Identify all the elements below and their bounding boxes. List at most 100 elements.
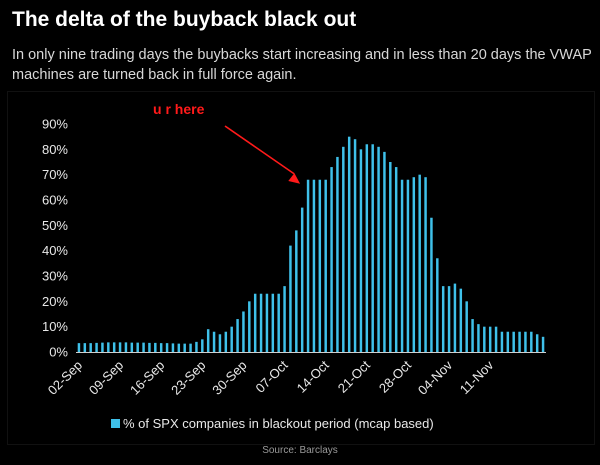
bar: [441, 286, 445, 352]
bar: [371, 144, 374, 352]
bar: [195, 341, 198, 352]
x-tick-label: 04-Nov: [415, 357, 456, 398]
bar: [541, 336, 545, 352]
y-tick-label: 30%: [42, 269, 68, 284]
bar: [506, 331, 510, 352]
bar: [177, 343, 181, 352]
y-tick-label: 50%: [42, 218, 68, 233]
y-tick-label: 70%: [42, 167, 68, 182]
bar: [377, 146, 380, 352]
bar: [130, 342, 134, 352]
blackout-bar-chart: 0% 10% 20% 30% 40% 50% 60% 70% 80% 90% 02-Sep 09-Se…: [42, 101, 546, 431]
bar: [289, 245, 292, 352]
bar: [324, 179, 327, 352]
bar: [494, 326, 498, 352]
bar: [318, 179, 322, 352]
bar: [465, 301, 468, 352]
bar: [230, 326, 233, 352]
bar: [236, 319, 239, 352]
bar: [265, 293, 269, 352]
bar: [154, 342, 157, 352]
bar: [189, 343, 192, 352]
y-tick-label: 0%: [49, 345, 68, 360]
x-tick-label: 30-Sep: [209, 358, 249, 398]
bar: [394, 167, 398, 352]
annotation-arrow-line: [224, 125, 295, 175]
x-tick-label: 09-Sep: [86, 358, 126, 398]
x-tick-label: 11-Nov: [457, 357, 497, 397]
bar: [347, 136, 351, 352]
bar: [306, 179, 310, 352]
bar: [312, 179, 316, 352]
bar: [500, 331, 504, 352]
bar: [206, 329, 210, 352]
bar: [253, 293, 257, 352]
bar: [424, 177, 427, 352]
bar: [336, 156, 339, 352]
bar: [389, 162, 392, 352]
bar: [453, 283, 457, 352]
bar: [459, 288, 463, 352]
bar: [124, 342, 128, 352]
bar: [277, 293, 280, 352]
bar: [530, 331, 533, 352]
bar: [136, 342, 139, 352]
legend-swatch: [111, 419, 120, 428]
x-tick-label: 14-Oct: [294, 357, 332, 395]
bar: [430, 217, 433, 352]
bar: [107, 342, 110, 352]
bar: [171, 343, 175, 352]
bar: [95, 342, 98, 352]
y-tick-label: 20%: [42, 294, 68, 309]
bar: [83, 343, 87, 352]
legend-label: % of SPX companies in blackout period (m…: [123, 416, 434, 431]
chart-subtitle: In only nine trading days the buybacks s…: [12, 47, 592, 83]
annotation-label: u r here: [153, 101, 205, 117]
bar: [118, 342, 122, 352]
bar: [283, 286, 286, 352]
bar: [406, 179, 410, 352]
bar: [142, 342, 145, 352]
bar: [524, 331, 527, 352]
bar: [400, 179, 404, 352]
bar: [212, 331, 216, 352]
bar: [77, 343, 81, 352]
y-tick-label: 10%: [42, 319, 68, 334]
bar: [259, 293, 263, 352]
bar: [483, 326, 486, 352]
bar: [248, 301, 251, 352]
bar: [436, 258, 439, 352]
bar: [89, 343, 92, 352]
bar: [418, 174, 421, 352]
bar: [218, 334, 222, 352]
bar: [201, 339, 204, 352]
x-tick-label: 23-Sep: [168, 358, 208, 398]
bar: [518, 331, 521, 352]
chart-title: The delta of the buyback black out: [12, 8, 357, 31]
bar: [295, 230, 298, 352]
y-tick-label: 60%: [42, 193, 68, 208]
bar: [183, 343, 186, 352]
source-note: Source: Barclays: [262, 445, 338, 456]
x-tick-label: 02-Sep: [45, 358, 85, 398]
x-tick-label: 07-Oct: [252, 357, 290, 395]
bar: [359, 149, 363, 352]
bar: [447, 286, 451, 352]
bar: [488, 326, 492, 352]
bar: [112, 342, 116, 352]
bar: [535, 334, 539, 352]
y-tick-label: 40%: [42, 243, 68, 258]
bar: [271, 293, 275, 352]
bar: [383, 151, 386, 352]
x-tick-label: 16-Sep: [127, 358, 167, 398]
annotation-arrowhead: [288, 173, 301, 184]
y-tick-label: 80%: [42, 142, 68, 157]
bar: [342, 146, 345, 352]
bar: [365, 144, 369, 352]
bar: [353, 139, 357, 352]
bar: [330, 167, 333, 352]
bar: [148, 342, 151, 352]
bar: [477, 324, 480, 352]
bar: [159, 343, 163, 352]
bar: [471, 319, 474, 352]
